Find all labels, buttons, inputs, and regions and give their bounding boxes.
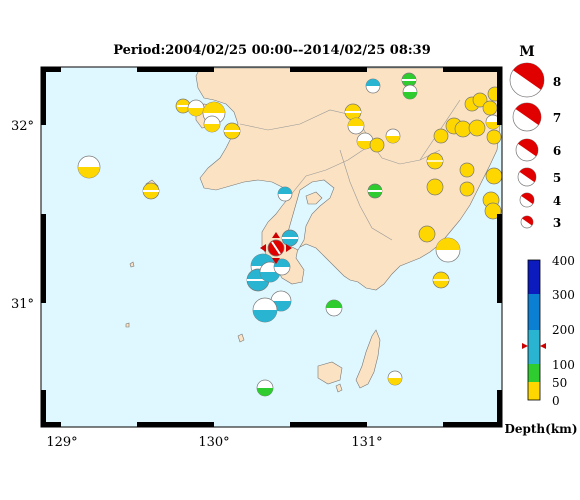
quake-marker <box>401 72 417 88</box>
event-arrow-bottom <box>272 258 280 264</box>
quake-marker <box>187 99 205 117</box>
quake-marker <box>281 229 299 247</box>
event-arrow-left <box>260 244 266 252</box>
depth-band-300-400 <box>528 260 540 294</box>
depth-band-50-100 <box>528 364 540 382</box>
event-arrow-right <box>286 244 292 252</box>
kagoshima-bay <box>287 179 335 251</box>
depth-marker-left <box>522 343 528 349</box>
depth-tick-200: 200 <box>552 323 575 337</box>
quake-marker <box>356 132 374 150</box>
quake-marker <box>256 379 274 397</box>
magnitude-legend-item: 5 <box>517 167 561 187</box>
quake-marker <box>402 84 418 100</box>
quake-marker <box>369 137 385 153</box>
map-title: Period:2004/02/25 00:00--2014/02/25 08:3… <box>113 43 431 58</box>
quake-marker <box>252 297 278 323</box>
land-islet-4 <box>125 322 130 328</box>
depth-tick-50: 50 <box>552 376 567 390</box>
quake-marker <box>277 186 293 202</box>
quake-marker <box>472 92 488 108</box>
quake-marker <box>485 114 501 130</box>
quake-marker <box>486 129 502 145</box>
quake-marker <box>459 162 475 178</box>
quake-marker <box>77 155 101 179</box>
depth-unit-label: Depth(km) <box>504 422 577 436</box>
quake-marker <box>468 119 486 137</box>
quake-marker <box>142 182 160 200</box>
quake-marker <box>223 122 241 140</box>
lon-label-130: 130° <box>198 435 229 450</box>
magnitude-legend-item: 6 <box>515 138 561 162</box>
quake-marker <box>344 103 362 121</box>
magnitude-legend-item: 7 <box>512 102 561 132</box>
prefecture-border-3 <box>339 149 393 241</box>
land-yakushima <box>317 361 343 385</box>
event-arrow-top <box>272 232 280 238</box>
earthquake-markers <box>77 72 503 397</box>
magnitude-legend-item: 3 <box>520 215 561 230</box>
depth-marker-right <box>540 343 546 349</box>
svg-text:8: 8 <box>553 75 561 89</box>
depth-tick-300: 300 <box>552 288 575 302</box>
quake-marker <box>435 237 461 263</box>
quake-marker <box>433 128 449 144</box>
svg-text:3: 3 <box>553 216 561 230</box>
land-tanegashima <box>355 329 381 389</box>
lon-label-129: 129° <box>46 435 77 450</box>
quake-marker <box>365 78 381 94</box>
depth-tick-100: 100 <box>552 358 575 372</box>
lat-label-31: 31° <box>11 297 34 312</box>
svg-text:6: 6 <box>553 144 561 158</box>
land-islet-3 <box>129 261 135 268</box>
quake-marker <box>385 128 401 144</box>
land-islet-1 <box>237 333 245 343</box>
quake-marker <box>418 225 436 243</box>
quake-marker <box>426 152 444 170</box>
depth-tick-0: 0 <box>552 394 560 408</box>
svg-text:4: 4 <box>553 194 561 208</box>
magnitude-legend-item: 8 <box>509 62 561 98</box>
quake-marker <box>203 115 221 133</box>
depth-band-0-50 <box>528 382 540 400</box>
svg-text:7: 7 <box>553 111 561 125</box>
latest-event-marker <box>260 232 292 264</box>
magnitude-legend-item: 4 <box>519 192 561 208</box>
depth-bar-frame <box>527 259 541 401</box>
frame-scale-bars <box>41 67 502 427</box>
magnitude-legend-header: M <box>519 44 535 60</box>
depth-band-200-300 <box>528 294 540 330</box>
svg-text:5: 5 <box>553 171 561 185</box>
prefecture-border-2 <box>289 143 373 197</box>
prefecture-border-1 <box>239 109 441 165</box>
depth-tick-400: 400 <box>552 254 575 268</box>
quake-marker <box>454 120 472 138</box>
lat-label-32: 32° <box>11 119 34 134</box>
lon-label-131: 131° <box>351 435 382 450</box>
quake-marker <box>482 100 498 116</box>
map-area <box>40 66 503 428</box>
depth-legend: 400 300 200 100 50 0 Depth(km) <box>504 254 577 436</box>
quake-marker <box>426 178 444 196</box>
magnitude-legend: M 8 7 6 5 4 3 <box>509 44 561 230</box>
sakurajima <box>305 191 323 205</box>
land-islet-2 <box>335 383 343 393</box>
quake-marker <box>367 183 383 199</box>
quake-marker <box>387 370 403 386</box>
quake-marker <box>485 167 503 185</box>
depth-band-100-200 <box>528 330 540 364</box>
quake-marker <box>432 271 450 289</box>
quake-marker <box>459 181 475 197</box>
quake-marker <box>347 117 365 135</box>
quake-marker <box>325 299 343 317</box>
